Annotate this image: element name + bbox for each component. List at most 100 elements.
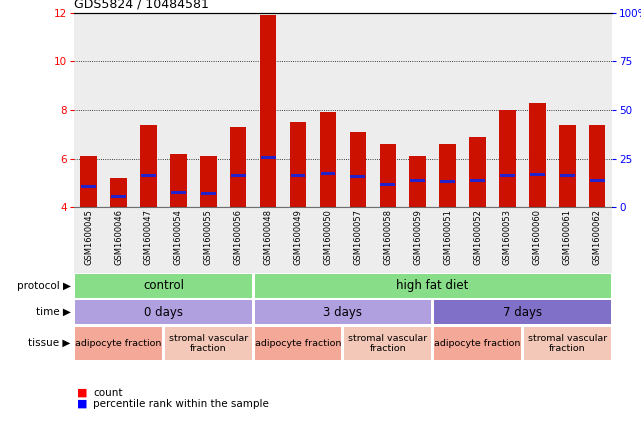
Text: GSM1600050: GSM1600050	[324, 209, 333, 265]
Text: count: count	[93, 388, 122, 398]
Bar	[403, 207, 433, 273]
Bar	[194, 13, 223, 207]
Bar	[223, 13, 253, 207]
Bar	[344, 327, 431, 360]
Bar	[469, 137, 486, 207]
Bar	[582, 13, 612, 207]
Text: GSM1600047: GSM1600047	[144, 209, 153, 265]
Text: GSM1600056: GSM1600056	[234, 209, 243, 265]
Bar	[104, 13, 133, 207]
Bar	[283, 13, 313, 207]
Bar	[81, 156, 97, 207]
Text: stromal vascular
fraction: stromal vascular fraction	[169, 334, 248, 353]
Text: GSM1600049: GSM1600049	[294, 209, 303, 265]
Bar	[75, 327, 162, 360]
Bar	[553, 207, 582, 273]
Text: GSM1600062: GSM1600062	[593, 209, 602, 265]
Bar	[163, 13, 194, 207]
Bar	[373, 207, 403, 273]
Text: GSM1600048: GSM1600048	[263, 209, 272, 265]
Text: GSM1600051: GSM1600051	[443, 209, 452, 265]
Bar	[75, 274, 252, 298]
Bar	[253, 13, 283, 207]
Bar	[434, 327, 521, 360]
Bar	[254, 327, 342, 360]
Bar	[81, 185, 96, 188]
Text: GSM1600054: GSM1600054	[174, 209, 183, 265]
Text: adipocyte fraction: adipocyte fraction	[76, 339, 162, 348]
Text: tissue ▶: tissue ▶	[28, 338, 71, 348]
Bar	[410, 156, 426, 207]
Bar	[253, 207, 283, 273]
Bar	[500, 174, 515, 177]
Bar	[75, 300, 252, 324]
Bar	[163, 207, 194, 273]
Bar	[290, 174, 306, 177]
Bar	[313, 207, 343, 273]
Bar	[492, 13, 522, 207]
Bar	[133, 207, 163, 273]
Text: GSM1600053: GSM1600053	[503, 209, 512, 265]
Bar	[165, 327, 252, 360]
Text: protocol ▶: protocol ▶	[17, 281, 71, 291]
Bar	[379, 144, 396, 207]
Bar	[463, 13, 492, 207]
Text: stromal vascular
fraction: stromal vascular fraction	[528, 334, 607, 353]
Bar	[440, 180, 455, 183]
Bar	[133, 13, 163, 207]
Bar	[470, 179, 485, 182]
Bar	[522, 207, 553, 273]
Bar	[223, 207, 253, 273]
Bar	[499, 110, 515, 207]
Bar	[434, 300, 611, 324]
Bar	[403, 13, 433, 207]
Bar	[200, 156, 217, 207]
Bar	[590, 179, 604, 182]
Text: 3 days: 3 days	[324, 306, 362, 319]
Bar	[439, 144, 456, 207]
Bar	[140, 125, 156, 207]
Text: 7 days: 7 days	[503, 306, 542, 319]
Text: ■: ■	[77, 398, 87, 409]
Bar	[343, 13, 373, 207]
Text: adipocyte fraction: adipocyte fraction	[255, 339, 341, 348]
Text: adipocyte fraction: adipocyte fraction	[435, 339, 520, 348]
Text: high fat diet: high fat diet	[397, 280, 469, 292]
Bar	[373, 13, 403, 207]
Bar	[141, 174, 156, 177]
Bar	[260, 15, 276, 207]
Bar	[74, 207, 104, 273]
Bar	[104, 207, 133, 273]
Text: 0 days: 0 days	[144, 306, 183, 319]
Text: GSM1600060: GSM1600060	[533, 209, 542, 265]
Bar	[171, 191, 186, 194]
Text: percentile rank within the sample: percentile rank within the sample	[93, 398, 269, 409]
Bar	[230, 127, 246, 207]
Bar	[194, 207, 223, 273]
Bar	[111, 195, 126, 198]
Bar	[283, 207, 313, 273]
Bar	[522, 13, 553, 207]
Bar	[350, 132, 366, 207]
Bar	[463, 207, 492, 273]
Text: GSM1600045: GSM1600045	[84, 209, 93, 265]
Bar	[524, 327, 611, 360]
Bar	[290, 122, 306, 207]
Bar	[254, 274, 611, 298]
Bar	[582, 207, 612, 273]
Bar	[320, 172, 335, 175]
Bar	[313, 13, 343, 207]
Text: GDS5824 / 10484581: GDS5824 / 10484581	[74, 0, 208, 11]
Bar	[343, 207, 373, 273]
Text: GSM1600052: GSM1600052	[473, 209, 482, 265]
Bar	[559, 125, 576, 207]
Bar	[492, 207, 522, 273]
Bar	[254, 300, 431, 324]
Text: GSM1600057: GSM1600057	[353, 209, 362, 265]
Bar	[201, 192, 216, 195]
Bar	[320, 113, 336, 207]
Bar	[74, 13, 104, 207]
Bar	[110, 178, 127, 207]
Bar	[171, 154, 187, 207]
Text: GSM1600046: GSM1600046	[114, 209, 123, 265]
